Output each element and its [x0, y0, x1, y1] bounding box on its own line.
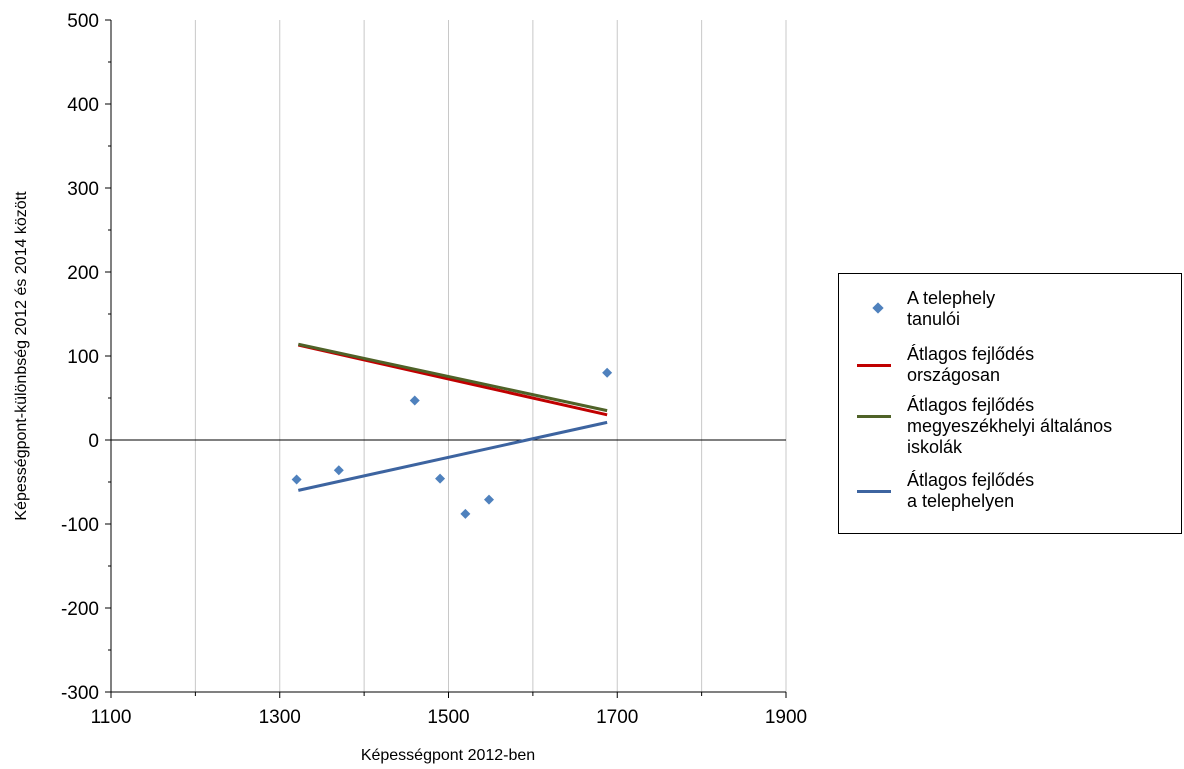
- data-point: [602, 367, 613, 378]
- x-tick-label: 1700: [596, 707, 638, 728]
- legend-line-swatch: [857, 415, 891, 418]
- y-tick-label: -100: [61, 515, 99, 536]
- data-point: [460, 508, 471, 519]
- y-axis-title: Képességpont-különbség 2012 és 2014 közö…: [13, 191, 30, 521]
- legend-label: Átlagos fejlődés országosan: [907, 344, 1035, 385]
- x-tick-label: 1500: [427, 707, 469, 728]
- trend-line: [297, 420, 608, 492]
- tick-labels: 500 400 300 200 100 0 -100 -200 -300 1100 1300 1500…: [61, 11, 807, 728]
- legend-line-swatch: [857, 364, 891, 367]
- legend-marker: [872, 302, 884, 314]
- data-point: [409, 395, 420, 406]
- x-tick-label: 1100: [91, 707, 132, 728]
- legend-label: A telephely tanulói: [907, 288, 996, 329]
- legend: A telephely tanulói Átlagos fejlődés orsz…: [838, 273, 1182, 534]
- legend-label: Átlagos fejlődés a telephelyen: [907, 470, 1035, 511]
- data-point: [333, 465, 344, 476]
- x-axis-title: Képességpont 2012-ben: [361, 747, 535, 764]
- y-tick-label: 400: [67, 95, 99, 116]
- legend-label: Átlagos fejlődés megyeszékhelyi általáno…: [907, 395, 1113, 457]
- y-tick-label: 100: [67, 347, 99, 368]
- data-point: [435, 473, 446, 484]
- trend-line: [297, 342, 608, 413]
- x-tick-label: 1300: [259, 707, 301, 728]
- y-tick-label: -200: [61, 599, 99, 620]
- y-tick-label: 200: [67, 263, 99, 284]
- y-tick-label: 500: [67, 11, 99, 32]
- scatter-chart: 500 400 300 200 100 0 -100 -200 -300 1100 1300 1500…: [13, 11, 807, 764]
- y-tick-label: -300: [61, 683, 99, 704]
- y-tick-label: 0: [88, 431, 99, 452]
- axes-layer: [105, 19, 787, 698]
- legend-line-swatch: [857, 490, 891, 493]
- data-point: [484, 494, 494, 505]
- grid-layer: [194, 20, 787, 692]
- x-tick-label: 1900: [765, 707, 807, 728]
- data-point: [291, 474, 302, 485]
- series-layer: [291, 342, 613, 519]
- y-tick-label: 300: [67, 179, 99, 200]
